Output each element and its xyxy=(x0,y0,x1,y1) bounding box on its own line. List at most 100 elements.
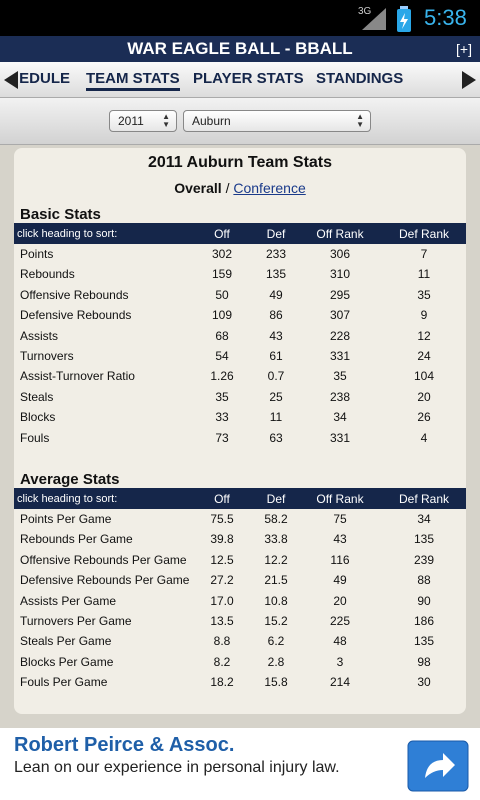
tab-right-arrow[interactable] xyxy=(462,71,476,89)
stat-value: 63 xyxy=(269,430,283,445)
stat-label: Turnovers xyxy=(20,349,74,363)
stat-value: 54 xyxy=(215,349,229,363)
stat-value: 2.8 xyxy=(267,654,285,669)
stats-card: 2011 Auburn Team Stats Overall / Confere… xyxy=(14,148,466,714)
stat-value: 238 xyxy=(329,389,351,404)
stat-value: 98 xyxy=(417,654,431,669)
stat-value: 331 xyxy=(329,430,351,445)
stat-value: 233 xyxy=(265,247,287,261)
stat-value: 225 xyxy=(329,614,351,628)
stat-value: 214 xyxy=(329,675,351,690)
stat-value: 307 xyxy=(329,308,351,323)
stat-value: 75.5 xyxy=(210,512,234,526)
tab-strip: SCHEDULE TEAM STATS PLAYER STATS STANDINGS xyxy=(20,62,458,98)
filter-bar: 2011 ▲ ▼ Auburn ▲ ▼ xyxy=(0,98,480,145)
stat-value: 186 xyxy=(413,614,435,628)
column-header[interactable]: Def xyxy=(266,491,286,506)
column-header[interactable]: Def Rank xyxy=(398,226,450,241)
stat-value: 24 xyxy=(417,349,431,363)
stat-value: 48 xyxy=(333,634,347,649)
spinner: ▲ ▼ xyxy=(162,112,170,129)
stat-value: 18.2 xyxy=(210,675,234,690)
column-header[interactable]: Def xyxy=(266,226,286,241)
stat-label: Assists Per Game xyxy=(20,593,117,608)
ad-title: Robert Peirce & Assoc. xyxy=(14,734,235,756)
sort-hint: click heading to sort: xyxy=(17,492,118,505)
stat-value: 58.2 xyxy=(264,512,288,526)
stat-value: 90 xyxy=(417,593,431,608)
status-bar: 3G 5:38 xyxy=(0,0,480,36)
stat-value: 27.2 xyxy=(210,573,234,588)
stat-value: 15.8 xyxy=(264,675,288,690)
stat-value: 25 xyxy=(269,389,283,404)
stat-value: 306 xyxy=(329,247,351,261)
stat-value: 135 xyxy=(265,267,287,282)
stat-value: 3 xyxy=(336,654,344,669)
ad-arrow-button[interactable] xyxy=(407,740,469,792)
stat-value: 30 xyxy=(417,675,431,690)
signal-icon xyxy=(362,8,386,30)
column-header[interactable]: Off Rank xyxy=(316,491,364,506)
stat-value: 12 xyxy=(417,328,431,343)
stat-value: 35 xyxy=(215,389,229,404)
ad-banner[interactable]: Robert Peirce & Assoc. Lean on our exper… xyxy=(0,728,480,800)
stat-value: 20 xyxy=(417,389,431,404)
tab[interactable]: TEAM STATS xyxy=(86,70,180,91)
stat-value: 302 xyxy=(211,247,233,261)
tab-left-arrow[interactable] xyxy=(4,71,18,89)
stat-value: 239 xyxy=(413,552,435,567)
column-header[interactable]: Off xyxy=(214,491,230,506)
section-title: Basic Stats xyxy=(20,206,101,223)
column-header[interactable]: Def Rank xyxy=(398,491,450,506)
team-select[interactable]: Auburn ▲ ▼ xyxy=(183,110,371,132)
stat-value: 6.2 xyxy=(267,634,285,649)
stat-value: 34 xyxy=(333,410,347,425)
stat-value: 34 xyxy=(417,512,431,526)
stat-value: 11 xyxy=(417,267,431,282)
stat-value: 35 xyxy=(417,287,431,302)
add-button[interactable]: [+] xyxy=(456,41,472,57)
stat-value: 12.5 xyxy=(210,552,234,567)
tab[interactable]: SCHEDULE xyxy=(20,70,70,87)
stat-label: Blocks xyxy=(20,410,56,425)
stat-label: Turnovers Per Game xyxy=(20,614,132,628)
stat-label: Blocks Per Game xyxy=(20,654,114,669)
stat-label: Assists xyxy=(20,328,59,343)
stat-value: 0.7 xyxy=(267,369,285,384)
tab[interactable]: STANDINGS xyxy=(316,70,404,87)
stat-value: 17.0 xyxy=(210,593,234,608)
stat-value: 49 xyxy=(269,287,283,302)
column-header[interactable]: Off Rank xyxy=(316,226,364,241)
stat-value: 75 xyxy=(333,512,347,526)
stat-value: 35 xyxy=(333,369,347,384)
tab[interactable]: PLAYER STATS xyxy=(193,70,304,87)
stat-label: Steals Per Game xyxy=(20,634,112,649)
stat-value: 86 xyxy=(269,308,283,323)
stat-label: Rebounds Per Game xyxy=(20,532,133,547)
stat-value: 4 xyxy=(420,430,428,445)
stat-value: 49 xyxy=(333,573,347,588)
stat-value: 68 xyxy=(215,328,229,343)
stat-value: 43 xyxy=(269,328,283,343)
year-select[interactable]: 2011 ▲ ▼ xyxy=(109,110,177,132)
stat-label: Steals xyxy=(20,389,54,404)
stat-value: 43 xyxy=(333,532,347,547)
stat-value: 88 xyxy=(417,573,431,588)
stat-label: Points xyxy=(20,247,54,261)
stat-value: 295 xyxy=(329,287,351,302)
stat-value: 33 xyxy=(215,410,229,425)
stat-value: 331 xyxy=(329,349,351,363)
stat-value: 9 xyxy=(420,308,428,323)
spinner: ▲ ▼ xyxy=(356,112,364,129)
view-switch: Overall / Conference xyxy=(14,180,466,196)
team-value: Auburn xyxy=(192,114,231,128)
stat-value: 33.8 xyxy=(264,532,288,547)
view-link[interactable]: Conference xyxy=(233,180,306,196)
stat-value: 159 xyxy=(211,267,233,282)
table-header: click heading to sort: Off Def Off Rank Def … xyxy=(14,488,466,509)
stat-value: 8.2 xyxy=(213,654,231,669)
stat-label: Offensive Rebounds Per Game xyxy=(20,552,187,567)
column-header[interactable]: Off xyxy=(214,226,230,241)
stat-label: Fouls xyxy=(20,430,50,445)
